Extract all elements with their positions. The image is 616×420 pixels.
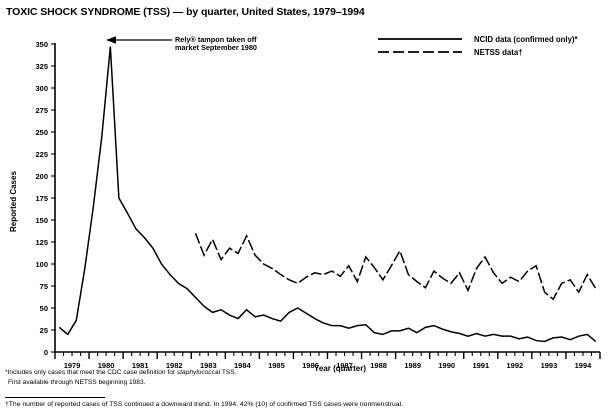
y-tick-label: 100 <box>35 260 48 269</box>
x-tick-label: 1985 <box>268 361 285 370</box>
series-line-ncid <box>58 46 597 343</box>
series-line-netss <box>194 232 597 301</box>
footnote-asterisk-italic: staphylococcal <box>176 369 221 376</box>
x-tick-label: 1987 <box>336 361 353 370</box>
annotation-rely-tampon: Rely® tampon taken off market September … <box>106 35 257 52</box>
y-tick-label: 200 <box>35 172 48 181</box>
y-tick-label: 75 <box>40 282 48 291</box>
annotation-arrowhead <box>106 36 116 44</box>
y-tick-label: 350 <box>35 40 48 49</box>
y-tick-label: 250 <box>35 128 48 137</box>
x-tick-label: 1984 <box>234 361 252 370</box>
x-tick-label: 1989 <box>404 361 421 370</box>
footnote-asterisk: *Includes only cases that meet the CDC c… <box>5 368 611 387</box>
x-tick-label: 1982 <box>166 361 183 370</box>
x-tick-label: 1988 <box>370 361 387 370</box>
chart-legend: NCID data (confirmed only)* NETSS data† <box>378 35 578 57</box>
footnote-asterisk-line2: First available through NETSS beginning … <box>8 378 146 386</box>
x-tick-label: 1991 <box>472 361 489 370</box>
x-tick-label: 1979 <box>64 361 81 370</box>
y-tick-label: 300 <box>35 84 48 93</box>
y-tick-label: 25 <box>40 326 48 335</box>
x-tick-label: 1981 <box>132 361 149 370</box>
x-axis-title: Year (quarter) <box>314 364 366 373</box>
page-title: TOXIC SHOCK SYNDROME (TSS) — by quarter,… <box>6 6 365 18</box>
footnote-asterisk-text-b: TSS. <box>220 369 237 376</box>
x-axis-tick-labels: 1979 1980 1981 1982 1983 1984 1985 1986 1987 1988… <box>64 361 592 370</box>
y-axis-ticks <box>51 43 55 353</box>
y-tick-label: 125 <box>35 238 48 247</box>
y-tick-label: 150 <box>35 216 48 225</box>
x-axis-ticks <box>54 352 601 359</box>
legend-label-netss: NETSS data† <box>474 48 523 57</box>
y-tick-label: 50 <box>40 304 48 313</box>
y-axis-title: Reported Cases <box>9 171 18 232</box>
series-path-netss <box>194 232 597 301</box>
x-tick-label: 1993 <box>541 361 558 370</box>
x-tick-label: 1986 <box>302 361 319 370</box>
y-tick-label: 275 <box>35 106 48 115</box>
footnote-dagger: †The number of reported cases of TSS con… <box>5 401 403 408</box>
x-tick-label: 1990 <box>438 361 455 370</box>
footnote-asterisk-text-a: *Includes only cases that meet the CDC c… <box>5 369 177 376</box>
x-tick-label: 1992 <box>507 361 524 370</box>
y-tick-label: 0 <box>44 348 48 357</box>
footnote-asterisk-line1: *Includes only cases that meet the CDC c… <box>5 368 611 378</box>
y-tick-label: 225 <box>35 150 48 159</box>
y-tick-label: 325 <box>35 62 48 71</box>
y-tick-label: 175 <box>35 194 48 203</box>
annotation-line-1: Rely® tampon taken off <box>175 35 257 44</box>
footnote-divider <box>5 397 105 398</box>
y-axis-tick-labels: 0 25 50 75 100 125 150 175 200 225 250 275 300 325 350 <box>35 40 48 357</box>
legend-label-ncid: NCID data (confirmed only)* <box>474 35 578 44</box>
x-tick-label: 1980 <box>98 361 115 370</box>
annotation-line-2: market September 1980 <box>175 43 257 52</box>
x-tick-label: 1983 <box>200 361 217 370</box>
x-tick-label: 1994 <box>575 361 593 370</box>
